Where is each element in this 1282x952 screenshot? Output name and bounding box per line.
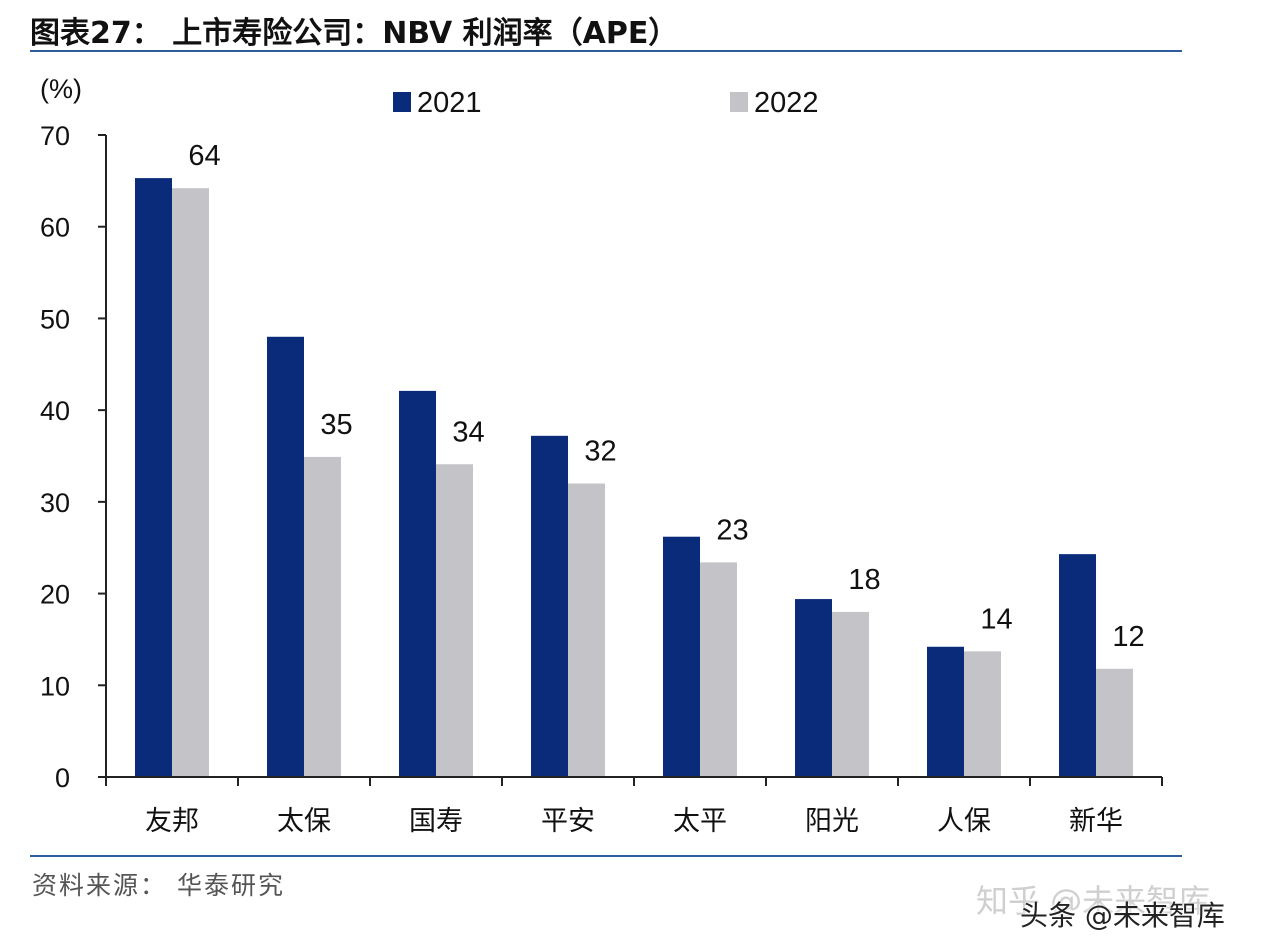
bar-2022-国寿 <box>436 464 473 777</box>
bar-2021-国寿 <box>399 390 436 777</box>
y-tick-label: 60 <box>40 213 70 243</box>
bar-2022-友邦 <box>172 188 209 778</box>
legend-label-2021: 2021 <box>417 87 482 119</box>
y-tick-label: 50 <box>40 304 70 334</box>
bar-2021-阳光 <box>795 599 832 777</box>
page-title: 图表27： 上市寿险公司：NBV 利润率（APE） <box>30 16 679 51</box>
bar-2021-太平 <box>663 536 700 777</box>
bar-chart: (%) 2021 2022 0 10 20 30 40 50 60 70 64 35 34 32 23 1… <box>40 74 1163 837</box>
bar-2022-阳光 <box>832 611 869 777</box>
x-tick-label: 平安 <box>541 806 595 837</box>
y-axis: 0 10 20 30 40 50 60 70 <box>40 121 107 793</box>
legend: 2021 2022 <box>393 87 819 119</box>
data-label: 23 <box>716 514 748 546</box>
bar-2022-平安 <box>568 483 605 777</box>
data-label: 12 <box>1112 621 1144 653</box>
data-label: 14 <box>980 603 1012 635</box>
bar-2021-新华 <box>1059 554 1096 777</box>
watermark-toutiao: 头条 @未来智库 <box>1020 899 1225 932</box>
x-tick-label: 友邦 <box>145 806 199 837</box>
data-label: 35 <box>320 409 352 441</box>
x-tick-label: 国寿 <box>409 806 463 837</box>
x-tick-label: 太平 <box>673 806 727 837</box>
source-note: 资料来源： 华泰研究 <box>32 871 285 900</box>
x-tick-label: 新华 <box>1069 806 1123 837</box>
bar-2022-太平 <box>700 562 737 777</box>
bars <box>135 178 1133 778</box>
bar-2021-平安 <box>531 435 568 777</box>
y-tick-label: 70 <box>40 121 70 151</box>
legend-swatch-2021 <box>393 92 411 112</box>
data-labels: 64 35 34 32 23 18 14 12 <box>188 140 1144 653</box>
title-divider <box>30 50 1182 52</box>
watermark-zhihu: 知乎 @未来智库 <box>976 882 1211 920</box>
bar-2021-友邦 <box>135 178 172 777</box>
data-label: 32 <box>584 436 616 468</box>
x-tick-label: 太保 <box>277 806 331 837</box>
legend-label-2022: 2022 <box>754 87 819 119</box>
y-axis-label: (%) <box>40 74 82 104</box>
y-tick-label: 30 <box>40 488 70 518</box>
x-tick-label: 阳光 <box>805 806 859 837</box>
bar-2022-人保 <box>964 651 1001 777</box>
bar-2021-太保 <box>267 336 304 777</box>
y-tick-label: 40 <box>40 396 70 426</box>
data-label: 18 <box>848 564 880 596</box>
data-label: 64 <box>188 140 220 172</box>
x-tick-label: 人保 <box>937 806 991 837</box>
bar-2021-人保 <box>927 646 964 777</box>
y-tick-label: 20 <box>40 580 70 610</box>
bar-2022-太保 <box>304 456 341 777</box>
bar-2022-新华 <box>1096 668 1133 777</box>
footer-divider <box>30 855 1182 857</box>
y-tick-label: 10 <box>40 671 70 701</box>
y-tick-label: 0 <box>55 763 70 793</box>
data-label: 34 <box>452 416 484 448</box>
x-axis: 友邦 太保 国寿 平安 太平 阳光 人保 新华 <box>105 776 1163 837</box>
legend-swatch-2022 <box>730 92 748 112</box>
